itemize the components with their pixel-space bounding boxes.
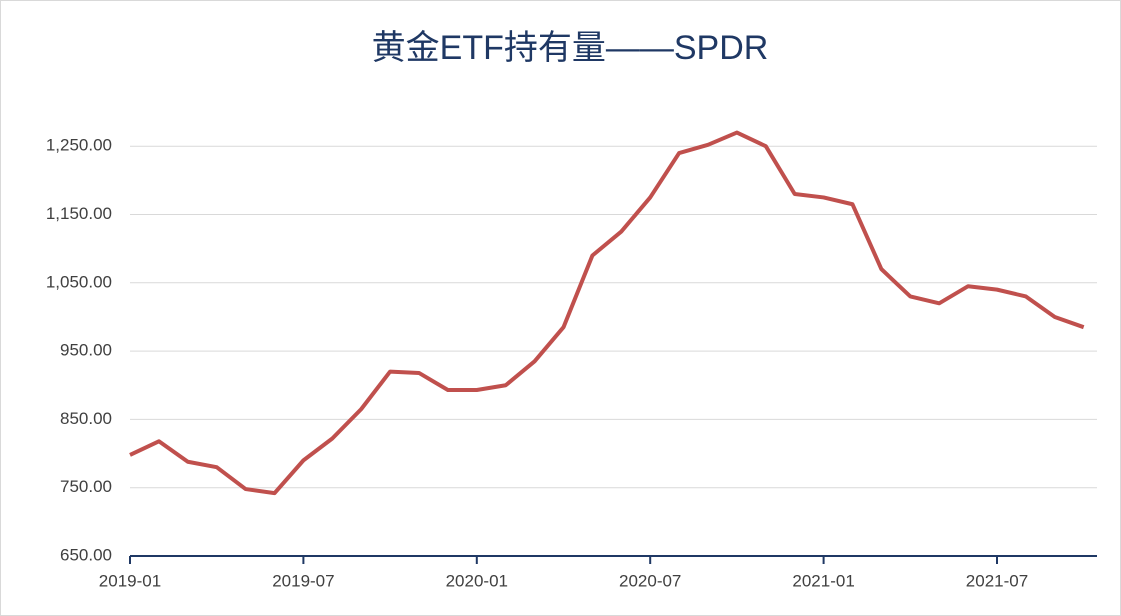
x-tick-label: 2019-07 bbox=[272, 571, 334, 590]
x-tick-label: 2021-07 bbox=[966, 571, 1028, 590]
y-tick-label: 1,050.00 bbox=[46, 272, 112, 291]
data-line bbox=[129, 130, 1085, 496]
y-tick-label: 650.00 bbox=[60, 545, 112, 564]
y-tick-label: 1,150.00 bbox=[46, 204, 112, 223]
x-tick-label: 2020-07 bbox=[619, 571, 681, 590]
y-tick-label: 950.00 bbox=[60, 341, 112, 360]
x-tick-label: 2019-01 bbox=[99, 571, 161, 590]
y-tick-label: 750.00 bbox=[60, 477, 112, 496]
x-tick-label: 2020-01 bbox=[446, 571, 508, 590]
chart-title: 黄金ETF持有量——SPDR bbox=[372, 29, 769, 67]
y-tick-label: 1,250.00 bbox=[46, 136, 112, 155]
x-tick-label: 2021-01 bbox=[792, 571, 854, 590]
y-tick-label: 850.00 bbox=[60, 409, 112, 428]
